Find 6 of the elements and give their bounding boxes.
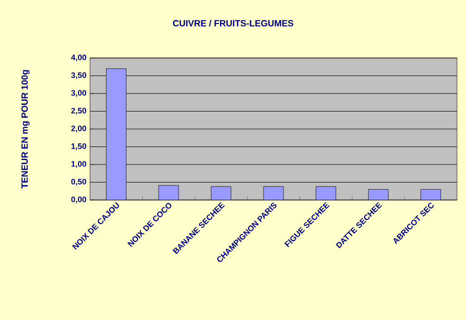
bar bbox=[158, 185, 179, 200]
chart-title: CUIVRE / FRUITS-LEGUMES bbox=[172, 20, 294, 26]
bar bbox=[420, 189, 441, 200]
bar bbox=[368, 189, 388, 200]
bar bbox=[106, 68, 126, 200]
y-axis-title: TENEUR EN mg POUR 100g bbox=[21, 70, 30, 188]
